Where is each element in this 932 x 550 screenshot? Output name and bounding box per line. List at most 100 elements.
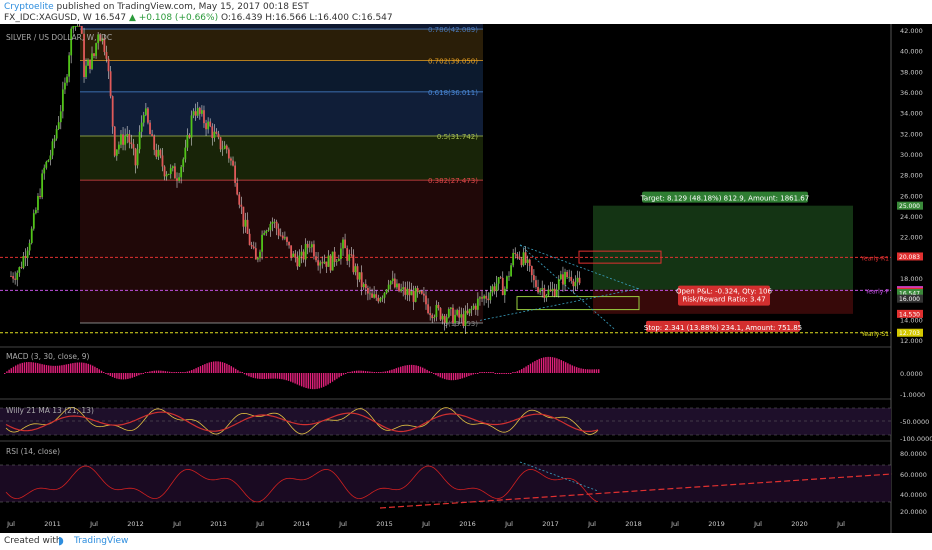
candle-body xyxy=(306,243,309,248)
macd-bar xyxy=(164,371,166,373)
candle-body xyxy=(443,315,446,323)
candle-body xyxy=(423,293,425,296)
time-tick: Jul xyxy=(6,520,15,528)
candle-body xyxy=(508,276,510,278)
macd-bar xyxy=(536,359,538,373)
candle-body xyxy=(118,144,120,150)
symbol-name: FX_IDC:XAGUSD, W xyxy=(4,13,92,23)
macd-bar xyxy=(107,373,109,375)
candle-body xyxy=(132,144,135,149)
macd-bar xyxy=(318,373,320,389)
candle-body xyxy=(277,228,280,236)
price-tag xyxy=(897,294,923,303)
candle-body xyxy=(87,59,89,66)
candle-body xyxy=(53,138,56,142)
macd-bar xyxy=(523,367,525,373)
macd-bar xyxy=(367,371,369,373)
price-tag xyxy=(897,289,923,298)
candle-body xyxy=(47,159,50,162)
candle-body xyxy=(418,290,421,293)
candle-body xyxy=(279,235,282,237)
candle-body xyxy=(574,281,577,287)
candle-body xyxy=(481,297,483,299)
macd-bar xyxy=(312,373,314,390)
macd-bar xyxy=(571,365,573,373)
candle-body xyxy=(323,261,326,264)
candle-body xyxy=(549,289,552,292)
macd-bar xyxy=(8,369,10,373)
candle-body xyxy=(356,266,359,280)
macd-bar xyxy=(210,361,213,373)
candle-body xyxy=(246,219,249,234)
tradingview-brand[interactable]: TradingView xyxy=(74,536,129,546)
macd-bar xyxy=(373,372,375,373)
candle-body xyxy=(221,148,224,150)
time-tick: Jul xyxy=(338,520,347,528)
candle-body xyxy=(126,134,129,136)
candle-body xyxy=(425,295,427,305)
candle-body xyxy=(109,71,112,97)
candle-body xyxy=(304,243,307,260)
candle-body xyxy=(20,267,23,268)
candle-body xyxy=(254,248,257,260)
candle-body xyxy=(263,233,266,235)
candle-body xyxy=(377,297,380,302)
macd-bar xyxy=(133,373,136,377)
candle-body xyxy=(284,237,286,239)
candle-body xyxy=(234,165,236,183)
candle-body xyxy=(410,290,413,296)
candle-body xyxy=(16,272,19,280)
fib-level-label: 0.5(31.742) xyxy=(437,133,478,141)
macd-bar xyxy=(173,372,175,373)
macd-bar xyxy=(501,373,503,374)
candle-body xyxy=(267,230,270,231)
candle-body xyxy=(514,252,517,255)
chart-area[interactable]: 0.786(42.089) 0.702(39.050) 0.618(36.011) 0… xyxy=(0,2,932,533)
price-tick: 42.000 xyxy=(900,27,923,35)
candle-body xyxy=(10,275,12,277)
macd-bar xyxy=(96,367,98,373)
macd-bar xyxy=(441,373,444,379)
macd-bar xyxy=(483,372,485,373)
candle-body xyxy=(290,245,293,258)
macd-bar xyxy=(334,373,336,381)
macd-bar xyxy=(140,373,142,375)
macd-bar xyxy=(254,373,257,379)
macd-bar xyxy=(114,373,116,378)
candle-body xyxy=(398,283,400,292)
macd-bar xyxy=(351,371,353,373)
macd-tick: 0.0000 xyxy=(900,370,923,378)
macd-bar xyxy=(316,373,318,389)
time-tick: 2012 xyxy=(127,520,144,528)
candle-body xyxy=(271,221,274,224)
macd-bar xyxy=(340,373,342,376)
candle-body xyxy=(74,26,77,27)
macd-bar xyxy=(125,373,127,380)
candle-body xyxy=(468,308,471,314)
candle-body xyxy=(354,266,357,273)
candle-body xyxy=(78,26,81,27)
candle-body xyxy=(192,111,195,116)
macd-bar xyxy=(235,368,237,373)
candle-body xyxy=(184,147,187,160)
candle-body xyxy=(55,128,58,139)
candle-body xyxy=(555,289,558,297)
candle-body xyxy=(171,166,174,169)
target-zone xyxy=(593,205,853,290)
candle-body xyxy=(495,283,498,292)
candle-body xyxy=(61,89,64,112)
chart-canvas[interactable]: 0.786(42.089) 0.702(39.050) 0.618(36.011) 0… xyxy=(0,2,932,533)
macd-tick: -1.0000 xyxy=(900,391,925,399)
candle-body xyxy=(159,149,162,156)
candle-body xyxy=(300,251,303,256)
macd-bar xyxy=(360,370,362,373)
macd-bar xyxy=(598,369,600,373)
author-link[interactable]: Cryptoelite xyxy=(4,2,54,12)
macd-bar xyxy=(569,364,571,373)
symbol-line: FX_IDC:XAGUSD, W 16.547 ▲ +0.108 (+0.66%… xyxy=(4,13,393,23)
candle-body xyxy=(414,288,417,302)
macd-bar xyxy=(129,373,131,379)
macd-bar xyxy=(404,365,406,373)
publish-info: published on TradingView.com, May 15, 20… xyxy=(56,2,309,12)
candle-body xyxy=(416,288,419,293)
